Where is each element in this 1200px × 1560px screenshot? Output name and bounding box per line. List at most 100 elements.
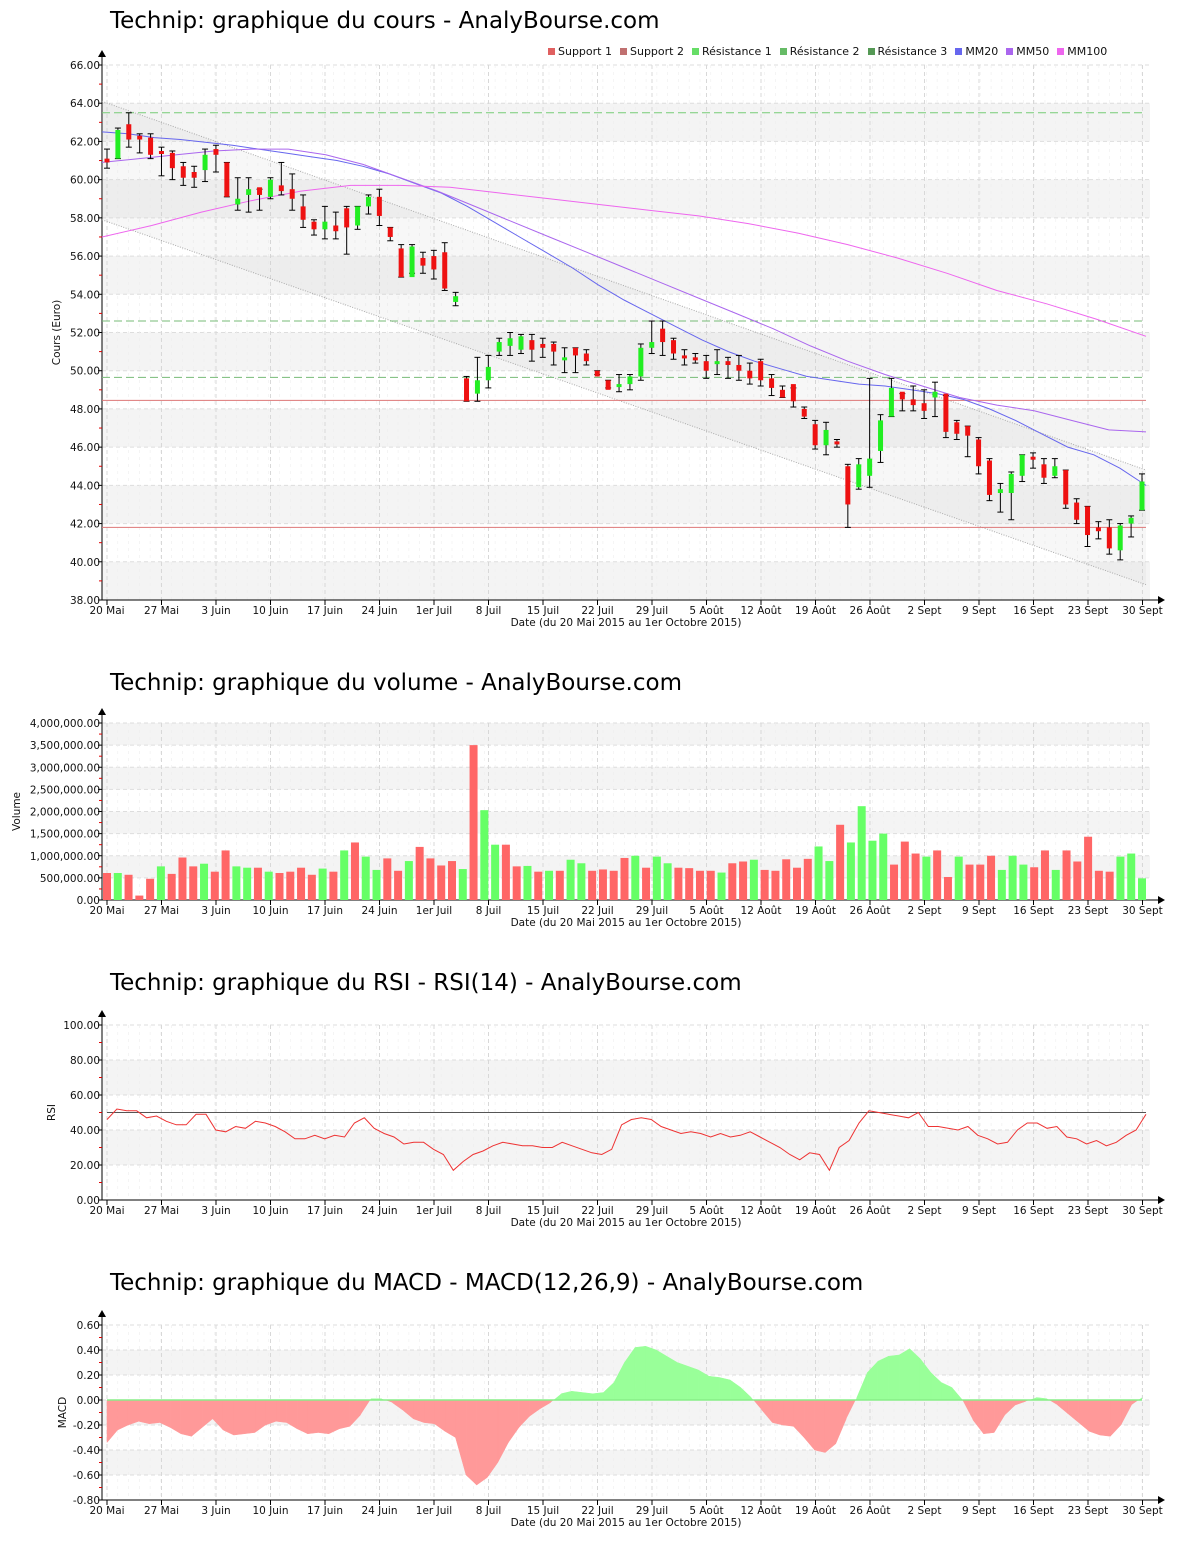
x-tick-label: 8 Juil (476, 1205, 502, 1217)
volume-bar (437, 865, 446, 900)
x-tick-label: 26 Août (850, 905, 891, 917)
y-tick-label: 20.00 (70, 1160, 100, 1172)
candle (605, 379, 612, 390)
volume-bar (372, 869, 381, 900)
volume-bar (1040, 850, 1049, 900)
x-tick-label: 1er Juil (416, 1205, 452, 1217)
macd-area (339, 1399, 351, 1430)
macd-area (296, 1399, 308, 1435)
candle (986, 458, 993, 502)
candle (812, 419, 819, 450)
x-axis-arrow-icon (1158, 1196, 1165, 1204)
candle (463, 375, 470, 402)
y-tick-label: 66.00 (70, 60, 100, 72)
y-tick-label: -0.80 (73, 1495, 100, 1507)
candle (681, 349, 688, 366)
candle (365, 194, 372, 215)
candle (321, 205, 328, 240)
volume-bar (900, 841, 909, 900)
x-tick-label: 5 Août (689, 1505, 723, 1517)
y-tick-label: 3,500,000.00 (30, 740, 100, 752)
macd-area (1088, 1399, 1101, 1436)
volume-bar (1062, 850, 1071, 900)
y-tick-label: 0.00 (77, 1395, 100, 1407)
y-tick-label: 500,000.00 (40, 873, 100, 885)
x-tick-label: 24 Juin (361, 905, 397, 917)
x-tick-label: 27 Mai (144, 605, 179, 617)
x-tick-label: 16 Sept (1013, 1205, 1054, 1217)
volume-bar (555, 870, 564, 900)
candle (888, 377, 895, 418)
macd-area (222, 1399, 234, 1436)
macd-area (170, 1399, 182, 1435)
volume-bar (146, 878, 155, 900)
x-axis-title: Date (du 20 Mai 2015 au 1er Octobre 2015… (511, 1217, 742, 1229)
candle (550, 341, 557, 366)
y-axis-arrow-icon (98, 1310, 106, 1317)
candle (1117, 523, 1124, 561)
candle (953, 419, 960, 440)
y-tick-label: 3,000,000.00 (30, 762, 100, 774)
candle (997, 482, 1004, 513)
legend-label: Résistance 1 (701, 45, 772, 58)
volume-bar (1127, 853, 1136, 900)
candle (1084, 505, 1091, 547)
candle (746, 362, 753, 385)
volume-bar (803, 858, 812, 900)
plot-area (102, 1024, 1150, 1201)
y-axis-title: RSI (46, 1104, 58, 1121)
macd-area (708, 1375, 720, 1401)
candle (202, 148, 209, 183)
candle (147, 133, 154, 160)
candle (114, 127, 121, 160)
x-tick-label: 30 Sept (1122, 1505, 1163, 1517)
x-tick-label: 12 Août (741, 1205, 782, 1217)
candle (376, 188, 383, 226)
macd-area (740, 1386, 752, 1401)
x-tick-label: 29 Juil (636, 1205, 668, 1217)
candle (518, 333, 524, 355)
x-tick-label: 2 Sept (908, 1205, 942, 1217)
volume-bar (922, 856, 931, 900)
candle (801, 406, 808, 419)
candle (1019, 454, 1026, 483)
candle (779, 385, 786, 398)
x-tick-label: 9 Sept (962, 1205, 996, 1217)
x-axis-arrow-icon (1158, 1496, 1165, 1504)
x-tick-label: 9 Sept (962, 905, 996, 917)
y-tick-label: 0.20 (77, 1370, 100, 1382)
volume-bar (663, 863, 672, 900)
candle (528, 333, 535, 362)
legend-label: MM50 (1016, 45, 1050, 58)
macd-area (254, 1399, 266, 1433)
x-tick-label: 19 Août (795, 905, 836, 917)
volume-bar (954, 856, 963, 900)
volume-bar (868, 840, 877, 900)
volume-bar (857, 806, 866, 900)
candle (1008, 471, 1015, 521)
volume-bar (189, 866, 198, 900)
candle (1095, 521, 1102, 540)
volume-bar (588, 870, 597, 900)
candle (648, 320, 655, 355)
candle (735, 354, 742, 381)
volume-bar (253, 867, 262, 900)
legend-swatch-icon (548, 48, 555, 55)
volume-bar (512, 866, 521, 900)
y-tick-label: 1,500,000.00 (30, 829, 100, 841)
macd-area (117, 1399, 129, 1431)
macd-area (835, 1399, 847, 1444)
macd-area (1078, 1399, 1090, 1432)
volume-bar (124, 874, 133, 900)
x-tick-label: 1er Juil (416, 1505, 452, 1517)
volume-bar (297, 867, 306, 900)
x-tick-label: 30 Sept (1122, 1205, 1163, 1217)
x-tick-label: 30 Sept (1122, 605, 1163, 617)
candle (539, 337, 546, 358)
x-tick-label: 5 Août (689, 905, 723, 917)
y-tick-label: 52.00 (70, 328, 100, 340)
mm100-line (101, 184, 1147, 337)
macd-area (159, 1399, 171, 1428)
candle (507, 332, 514, 356)
candle (844, 463, 851, 528)
